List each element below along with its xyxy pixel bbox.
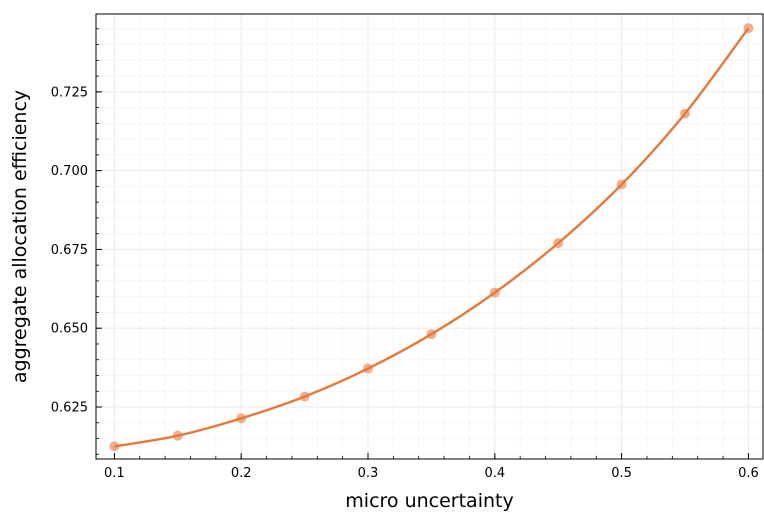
y-tick-label: 0.625 bbox=[51, 400, 88, 415]
y-tick-label: 0.650 bbox=[51, 322, 88, 337]
plot-frame bbox=[95, 13, 764, 460]
x-tick-label: 0.2 bbox=[231, 466, 252, 481]
x-tick-labels: 0.1 0.2 0.3 0.4 0.5 0.6 bbox=[104, 466, 759, 481]
axis-ticks bbox=[96, 28, 749, 459]
y-axis-title: aggregate allocation efficiency bbox=[9, 90, 31, 383]
x-tick-label: 0.1 bbox=[104, 466, 125, 481]
y-tick-label: 0.725 bbox=[51, 85, 88, 100]
y-tick-labels: 0.625 0.650 0.675 0.700 0.725 bbox=[51, 85, 88, 415]
major-gridlines bbox=[96, 14, 763, 459]
y-tick-label: 0.700 bbox=[51, 164, 88, 179]
series-line bbox=[114, 27, 750, 448]
x-tick-label: 0.5 bbox=[611, 466, 632, 481]
x-tick-label: 0.4 bbox=[484, 466, 505, 481]
minor-gridlines bbox=[96, 14, 763, 459]
x-tick-label: 0.6 bbox=[738, 466, 759, 481]
x-tick-label: 0.3 bbox=[358, 466, 379, 481]
series-layer bbox=[109, 23, 754, 452]
y-tick-label: 0.675 bbox=[51, 243, 88, 258]
x-axis-title: micro uncertainty bbox=[345, 490, 513, 512]
